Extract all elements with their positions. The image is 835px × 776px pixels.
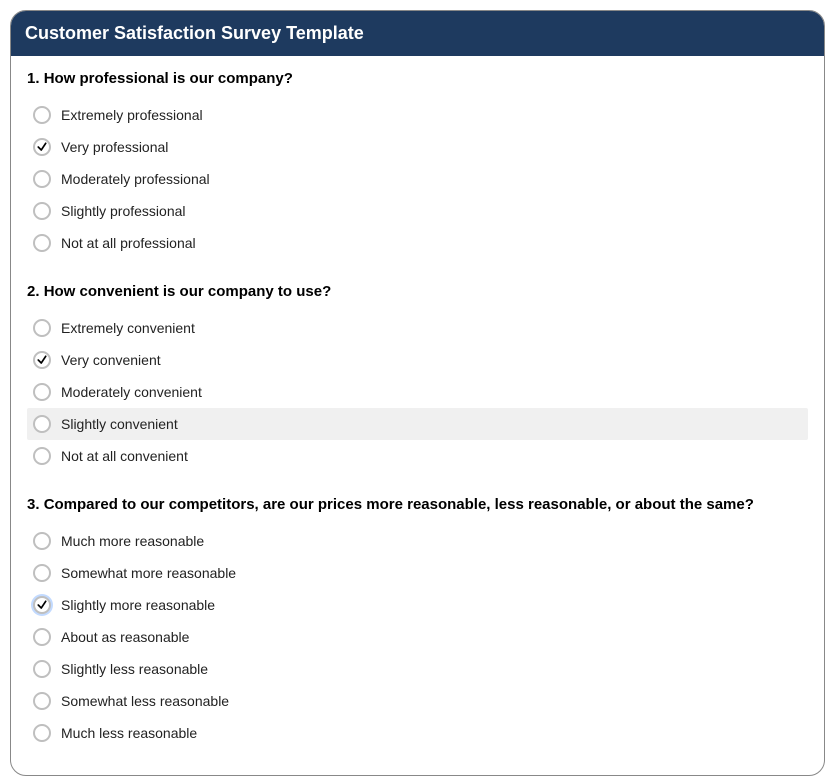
radio-button[interactable]	[33, 351, 51, 369]
option-row[interactable]: Somewhat less reasonable	[27, 685, 808, 717]
option-label: Not at all convenient	[61, 447, 188, 465]
radio-button[interactable]	[33, 234, 51, 252]
question-block: 3. Compared to our competitors, are our …	[27, 496, 808, 749]
option-row[interactable]: Somewhat more reasonable	[27, 557, 808, 589]
radio-button[interactable]	[33, 532, 51, 550]
checkmark-icon	[36, 141, 48, 153]
option-row[interactable]: Extremely convenient	[27, 312, 808, 344]
question-block: 1. How professional is our company? Extre…	[27, 70, 808, 259]
option-label: Slightly professional	[61, 202, 186, 220]
question-title: 3. Compared to our competitors, are our …	[27, 496, 808, 513]
question-number: 3.	[27, 496, 40, 513]
option-label: Not at all professional	[61, 234, 196, 252]
option-label: Very convenient	[61, 351, 161, 369]
option-label: Moderately professional	[61, 170, 210, 188]
question-number: 2.	[27, 283, 40, 300]
option-row[interactable]: Moderately convenient	[27, 376, 808, 408]
options-list: Extremely convenient Very convenient Moder…	[27, 312, 808, 472]
option-row[interactable]: About as reasonable	[27, 621, 808, 653]
question-number: 1.	[27, 70, 40, 87]
option-row[interactable]: Slightly less reasonable	[27, 653, 808, 685]
question-text: Compared to our competitors, are our pri…	[44, 496, 754, 513]
survey-body: 1. How professional is our company? Extre…	[11, 56, 824, 775]
question-block: 2. How convenient is our company to use?…	[27, 283, 808, 472]
options-list: Extremely professional Very professional M…	[27, 99, 808, 259]
option-row[interactable]: Very convenient	[27, 344, 808, 376]
radio-button[interactable]	[33, 138, 51, 156]
option-row[interactable]: Much less reasonable	[27, 717, 808, 749]
option-row[interactable]: Extremely professional	[27, 99, 808, 131]
radio-button[interactable]	[33, 319, 51, 337]
radio-button[interactable]	[33, 596, 51, 614]
option-label: Extremely professional	[61, 106, 203, 124]
option-label: Much more reasonable	[61, 532, 204, 550]
option-label: Slightly less reasonable	[61, 660, 208, 678]
survey-header: Customer Satisfaction Survey Template	[11, 11, 824, 56]
radio-button[interactable]	[33, 564, 51, 582]
option-row[interactable]: Slightly more reasonable	[27, 589, 808, 621]
option-label: Somewhat less reasonable	[61, 692, 229, 710]
radio-button[interactable]	[33, 415, 51, 433]
option-label: Slightly more reasonable	[61, 596, 215, 614]
survey-title: Customer Satisfaction Survey Template	[25, 23, 364, 43]
option-row[interactable]: Not at all convenient	[27, 440, 808, 472]
option-label: Extremely convenient	[61, 319, 195, 337]
option-label: Moderately convenient	[61, 383, 202, 401]
option-row[interactable]: Not at all professional	[27, 227, 808, 259]
question-text: How convenient is our company to use?	[44, 283, 332, 300]
option-row[interactable]: Very professional	[27, 131, 808, 163]
option-label: Slightly convenient	[61, 415, 178, 433]
option-row[interactable]: Moderately professional	[27, 163, 808, 195]
radio-button[interactable]	[33, 447, 51, 465]
radio-button[interactable]	[33, 660, 51, 678]
survey-panel: Customer Satisfaction Survey Template 1.…	[10, 10, 825, 776]
radio-button[interactable]	[33, 628, 51, 646]
option-label: About as reasonable	[61, 628, 189, 646]
option-row[interactable]: Slightly convenient	[27, 408, 808, 440]
radio-button[interactable]	[33, 106, 51, 124]
option-row[interactable]: Slightly professional	[27, 195, 808, 227]
options-list: Much more reasonable Somewhat more reason…	[27, 525, 808, 749]
radio-button[interactable]	[33, 724, 51, 742]
option-label: Much less reasonable	[61, 724, 197, 742]
question-text: How professional is our company?	[44, 70, 293, 87]
question-title: 2. How convenient is our company to use?	[27, 283, 808, 300]
option-label: Somewhat more reasonable	[61, 564, 236, 582]
radio-button[interactable]	[33, 692, 51, 710]
option-label: Very professional	[61, 138, 168, 156]
radio-button[interactable]	[33, 170, 51, 188]
radio-button[interactable]	[33, 202, 51, 220]
checkmark-icon	[36, 599, 48, 611]
option-row[interactable]: Much more reasonable	[27, 525, 808, 557]
question-title: 1. How professional is our company?	[27, 70, 808, 87]
radio-button[interactable]	[33, 383, 51, 401]
checkmark-icon	[36, 354, 48, 366]
